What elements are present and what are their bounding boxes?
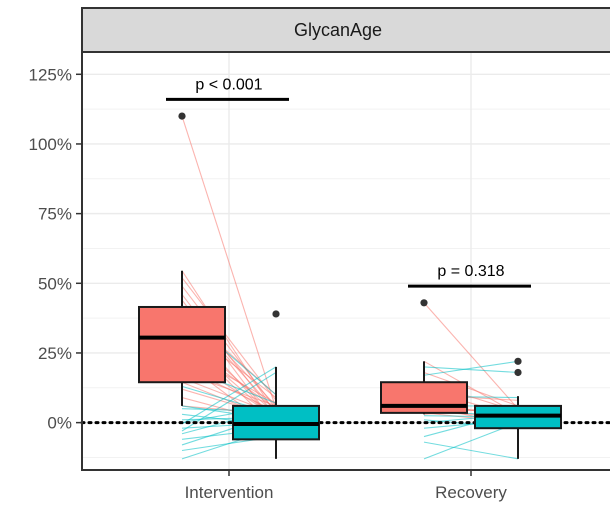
paired-line — [181, 277, 277, 401]
outlier-point — [178, 112, 186, 120]
y-tick-label: 25% — [38, 344, 72, 363]
x-tick-label: Recovery — [435, 483, 507, 502]
outlier-point — [272, 310, 280, 318]
y-axis: 0% 25% 50% 75% 100% 125% — [29, 65, 82, 433]
paired-line — [181, 270, 277, 415]
outlier-point — [420, 299, 428, 307]
y-tick-label: 75% — [38, 205, 72, 224]
box — [380, 381, 468, 414]
y-tick-label: 50% — [38, 274, 72, 293]
p-value-label: p < 0.001 — [195, 76, 262, 93]
paired-line — [181, 366, 277, 425]
paired-line — [423, 366, 519, 374]
y-tick-label: 100% — [29, 135, 72, 154]
x-tick-label: Intervention — [185, 483, 274, 502]
paired-line — [423, 371, 519, 407]
paired-line — [181, 115, 277, 409]
paired-line — [423, 360, 519, 376]
paired-line — [423, 302, 519, 410]
y-tick-label: 0% — [47, 414, 72, 433]
box — [138, 305, 226, 384]
y-tick-label: 125% — [29, 65, 72, 84]
paired-line — [181, 371, 277, 432]
paired-line — [423, 441, 519, 460]
outlier-point — [514, 368, 522, 377]
facet-strip-background — [81, 7, 610, 53]
x-axis: Intervention Recovery — [185, 470, 507, 502]
panel-background — [82, 52, 610, 470]
outlier-point — [514, 357, 522, 365]
plot-panel: p < 0.001 p = 0.318 — [80, 51, 610, 471]
facet-strip: GlycanAge — [81, 7, 610, 53]
facet-title: GlycanAge — [294, 20, 382, 40]
p-value-label: p = 0.318 — [437, 263, 504, 280]
